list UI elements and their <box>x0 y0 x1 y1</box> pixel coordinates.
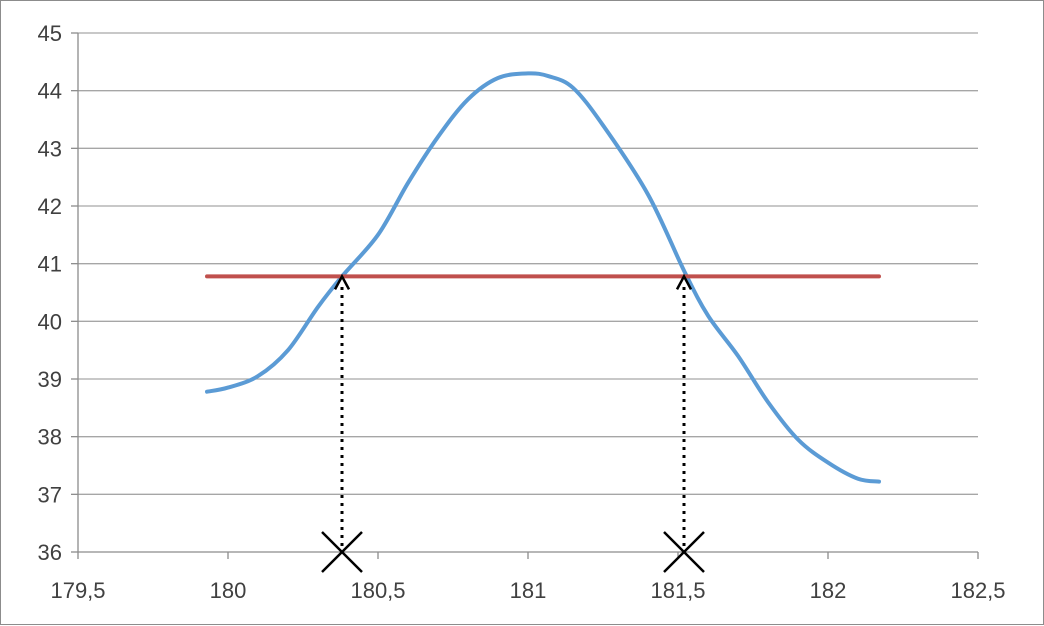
arrowhead <box>675 273 693 290</box>
annotation-layer <box>321 273 705 573</box>
y-tick-label: 41 <box>38 252 62 277</box>
y-tick-label: 37 <box>38 482 62 507</box>
y-tick-label: 39 <box>38 367 62 392</box>
curve-line <box>205 71 881 484</box>
y-tick-label: 40 <box>38 309 62 334</box>
series-layer <box>205 71 881 484</box>
x-tick-label: 179,5 <box>50 578 105 603</box>
x-marker-stroke <box>663 531 705 573</box>
x-tick-label: 180 <box>210 578 247 603</box>
x-marker-stroke <box>321 531 363 573</box>
axes <box>71 32 979 559</box>
x-tick-label: 181,5 <box>650 578 705 603</box>
y-tick-label: 38 <box>38 425 62 450</box>
x-tick-label: 181 <box>510 578 547 603</box>
x-tick-label: 180,5 <box>350 578 405 603</box>
y-tick-label: 42 <box>38 194 62 219</box>
dotted-arrow-1 <box>321 273 363 573</box>
y-tick-label: 45 <box>38 21 62 46</box>
x-tick-label: 182 <box>810 578 847 603</box>
tick-labels: 36 37 38 39 40 41 42 43 44 45 179,5 180 180,5 181 181,… <box>38 21 1006 603</box>
y-tick-label: 36 <box>38 540 62 565</box>
x-tick-label: 182,5 <box>950 578 1005 603</box>
y-tick-label: 43 <box>38 136 62 161</box>
gridlines <box>78 32 978 495</box>
dotted-arrow-2 <box>663 273 705 573</box>
arrowhead <box>333 273 351 290</box>
y-tick-label: 44 <box>38 79 62 104</box>
